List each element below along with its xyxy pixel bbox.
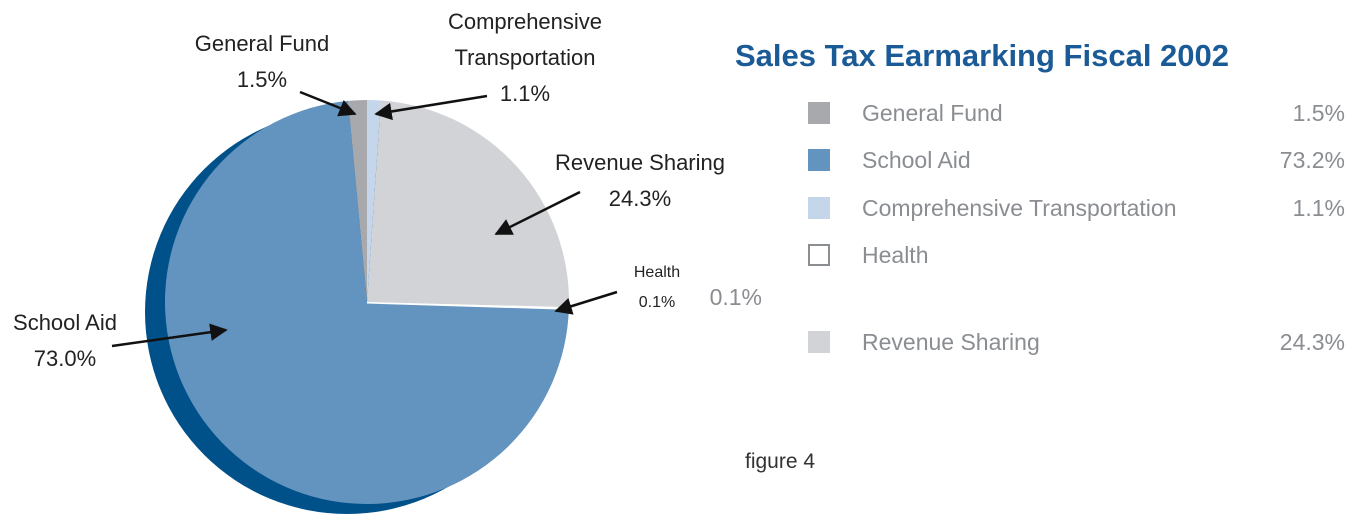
pie-slice — [347, 100, 367, 302]
slice-value: 1.1% — [499, 81, 551, 106]
pie-slice — [367, 100, 381, 302]
callout-arrow — [554, 290, 618, 315]
legend-value: 1.1% — [1292, 195, 1345, 221]
legend-swatch — [808, 197, 830, 219]
slice-value: 73.0% — [33, 346, 97, 371]
legend-swatch — [808, 102, 830, 124]
legend-swatch — [808, 244, 830, 266]
legend-swatch — [808, 331, 830, 353]
slice-name: Revenue Sharing — [554, 150, 725, 175]
slice-label: General Fund 1.5% — [162, 26, 362, 98]
legend-label: General Fund — [862, 100, 1003, 126]
slice-name: General Fund — [194, 31, 330, 56]
pie-slice — [367, 100, 569, 308]
legend-value: 0.1% — [709, 284, 762, 310]
caption: figure 4 — [745, 450, 816, 473]
slice-name: Comprehensive Transportation — [447, 9, 603, 70]
legend-value: 24.3% — [1279, 329, 1345, 355]
pie-slice — [165, 100, 569, 504]
slice-value: 0.1% — [638, 294, 676, 311]
slice-label: Health 0.1% — [617, 258, 697, 318]
legend-label: School Aid — [862, 147, 971, 173]
callout-arrow — [494, 190, 581, 236]
slice-name: Health — [633, 264, 681, 281]
callout-arrow — [111, 323, 228, 348]
callout-arrow — [299, 90, 357, 117]
legend-swatch — [808, 149, 830, 171]
callout-arrow — [374, 94, 488, 121]
slice-name: School Aid — [13, 310, 117, 335]
chart-title: Sales Tax Earmarking Fiscal 2002 — [735, 38, 1230, 73]
legend-label: Comprehensive Transportation — [862, 195, 1177, 221]
slice-label: Revenue Sharing 24.3% — [530, 145, 750, 217]
slice-value: 24.3% — [608, 186, 672, 211]
legend-label: Health — [862, 242, 929, 268]
legend-value: 1.5% — [1292, 100, 1345, 126]
slice-label: Comprehensive Transportation 1.1% — [430, 4, 620, 112]
slice-label: School Aid 73.0% — [0, 305, 135, 377]
legend-label: Revenue Sharing — [862, 329, 1040, 355]
legend-value: 73.2% — [1279, 147, 1345, 173]
slice-value: 1.5% — [236, 67, 288, 92]
